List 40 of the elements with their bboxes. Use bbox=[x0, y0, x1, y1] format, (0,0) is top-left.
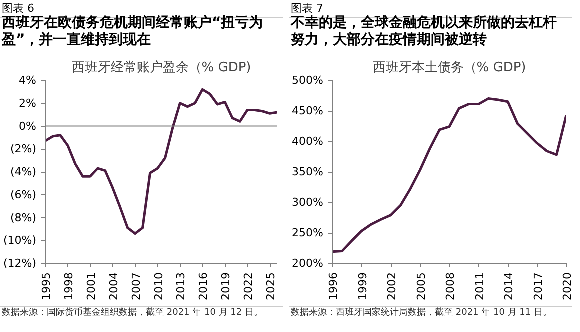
x-tick-label: 2013 bbox=[174, 272, 188, 300]
x-tick-label: 2010 bbox=[152, 272, 166, 300]
y-tick-label: (2%) bbox=[10, 142, 37, 156]
y-tick-label: 0% bbox=[19, 120, 36, 133]
y-tick-label: (6%) bbox=[10, 188, 37, 202]
y-tick-label: 200% bbox=[292, 257, 324, 270]
x-tick-label: 2025 bbox=[264, 272, 278, 300]
x-tick-label: 1995 bbox=[40, 272, 53, 300]
x-tick-label: 2011 bbox=[473, 272, 486, 300]
x-tick-label: 2014 bbox=[502, 272, 516, 300]
x-tick-label: 2001 bbox=[84, 272, 98, 300]
x-tick-label: 1999 bbox=[356, 272, 370, 300]
y-tick-label: (8%) bbox=[10, 211, 37, 224]
x-tick-label: 2007 bbox=[130, 272, 143, 300]
y-tick-label: 400% bbox=[292, 135, 324, 148]
x-tick-label: 2017 bbox=[532, 272, 545, 300]
x-tick-label: 2019 bbox=[220, 272, 233, 300]
x-tick-label: 2004 bbox=[107, 272, 120, 300]
chart-subtitle: 西班牙经常账户盈余（% GDP) bbox=[72, 60, 252, 76]
x-tick-label: 2016 bbox=[197, 272, 210, 300]
x-tick-label: 2022 bbox=[242, 272, 256, 300]
x-tick-label: 2002 bbox=[386, 272, 398, 300]
chart-subtitle: 西班牙本土债务（% GDP) bbox=[372, 60, 526, 76]
x-tick-label: 2005 bbox=[414, 272, 428, 300]
y-tick-label: 500% bbox=[292, 74, 324, 87]
y-tick-label: (4%) bbox=[10, 166, 37, 178]
y-tick-label: 4% bbox=[19, 74, 36, 87]
source-note: 数据来源：西班牙国家统计局数据，截至 2021 年 10 月 11 日。 bbox=[289, 306, 572, 320]
y-tick-label: 300% bbox=[292, 196, 324, 209]
y-tick-label: 450% bbox=[292, 104, 324, 118]
x-tick-label: 2020 bbox=[561, 272, 574, 300]
x-tick-label: 2008 bbox=[444, 272, 457, 300]
y-tick-label: (10%) bbox=[3, 234, 37, 248]
x-tick-label: 1996 bbox=[327, 272, 340, 300]
source-note: 数据来源：国际货币基金组织数据，截至 2021 年 10 月 12 日。 bbox=[0, 306, 283, 320]
x-tick-label: 1998 bbox=[62, 272, 76, 300]
y-tick-label: 250% bbox=[292, 226, 324, 240]
y-tick-label: (12%) bbox=[3, 257, 37, 270]
y-tick-label: 2% bbox=[19, 96, 36, 110]
y-tick-label: 350% bbox=[292, 166, 324, 178]
